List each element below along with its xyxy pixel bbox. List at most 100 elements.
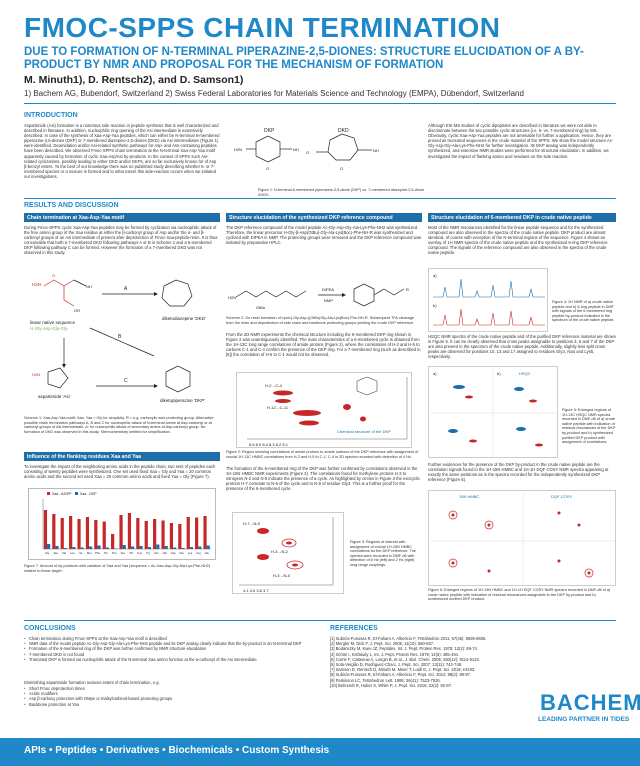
x-tick-label: Trp [104, 551, 109, 555]
chart-bar [144, 521, 148, 549]
svg-text:DIPEA: DIPEA [322, 287, 334, 292]
svg-text:4.1 4.0 3.8 3.7: 4.1 4.0 3.8 3.7 [243, 588, 269, 593]
intro-left-text: Aspartimide (Asi) formation is a notorio… [24, 123, 220, 179]
affiliations: 1) Bachem AG, Bubendorf, Switzerland 2) … [24, 89, 524, 98]
x-tick-label: His [205, 551, 210, 555]
chart-bar [119, 515, 123, 549]
x-tick-label: Cys [137, 551, 142, 555]
svg-text:OR: OR [74, 308, 80, 313]
list-item: Asp β-carboxy protection with OMpe or tr… [24, 696, 314, 701]
figure-6-caption: Figure 6: Enlarged regions of 1H-15N HMB… [428, 588, 611, 600]
figure-3-hmbc: H-7→N-5 H-3→N-2 H-3→N-5 4.1 4.0 3.8 3.7 [232, 512, 344, 594]
section-introduction: INTRODUCTION [24, 112, 78, 119]
svg-text:H2N: H2N [228, 295, 236, 300]
list-item: Formation of the 6-membered ring of the … [24, 646, 314, 651]
chart-bar [52, 514, 56, 549]
divider [24, 198, 616, 199]
list-item: Acidic modifiers [24, 691, 314, 696]
authors: M. Minuth1), D. Rentsch2), and D. Samson… [24, 74, 244, 86]
svg-text:R: R [406, 287, 409, 292]
section-references: REFERENCES [330, 625, 378, 632]
legend-swatch [47, 492, 50, 495]
chart-bar [72, 547, 76, 549]
x-tick-label: Asp [171, 551, 176, 555]
svg-text:NMP: NMP [324, 298, 333, 303]
reference-item: [2] Mergler M, Dick F, J. Pept. Sci. 200… [330, 641, 435, 647]
svg-text:O: O [340, 166, 343, 171]
scheme-1-caption: Scheme 1: Xaa-Asp-Yaa motif: Xaa, Yaa = … [24, 416, 214, 434]
list-item: NMR data of the model peptide Ac-Gly-Asp… [24, 641, 314, 646]
chart-bar [43, 510, 48, 549]
chart-bar [77, 519, 81, 549]
list-item: Backbone protection at Yaa [24, 702, 314, 707]
chart-bar [164, 546, 168, 549]
chart-bar [85, 517, 90, 549]
scheme-2-caption: Scheme 2: On-resin formation of cyclo(-G… [226, 316, 415, 325]
svg-text:O: O [306, 150, 309, 155]
box-header-crude-peptide: Structure elucidation of 6-membered DKP … [428, 213, 616, 222]
col2-text: The DKP reference compound of the model … [226, 225, 422, 246]
x-tick-label: Asn [154, 551, 159, 555]
reference-item: [3] Bodanszky M, Kwei JZ, Peptides, Int.… [330, 646, 478, 652]
figure-2-caption: Figure 2: Region showing correlations of… [226, 450, 419, 459]
chart-bar [178, 524, 182, 549]
svg-text:DQF-COSY: DQF-COSY [551, 494, 572, 499]
box-header-chain-termination: Chain termination at Xaa-Asp-Yaa motif [24, 213, 220, 222]
svg-text:HSQC: HSQC [519, 371, 531, 376]
chart-bar [69, 516, 73, 549]
box-header-flanking-residues: Influence of the flanking residues Xaa a… [24, 452, 220, 461]
divider [24, 620, 616, 621]
x-tick-label: Thr [129, 551, 133, 555]
x-tick-label: Arg [196, 551, 201, 555]
svg-text:NH: NH [86, 284, 92, 289]
x-tick-label: Tyr [146, 551, 150, 555]
figure-1-caption: Figure 1: N-terminal 6-membered piperazi… [258, 188, 425, 196]
legend-label: Xaa - AS/PP [52, 492, 72, 496]
svg-text:OtBu: OtBu [256, 305, 265, 310]
reference-item: [7] Samson D, Rentsch D, Minuth M, Meier… [330, 667, 476, 673]
chart-bar [94, 520, 98, 549]
chart-bar [127, 513, 132, 549]
chart-bar [102, 521, 106, 549]
scheme-2: H2N OtBu DIPEA NMP R [226, 275, 422, 315]
svg-text:H-3→N-2: H-3→N-2 [271, 549, 289, 554]
reference-item: [4] Schön I, Kisfaludy L, Int. J. Pept. … [330, 651, 460, 657]
chart-bar [153, 519, 157, 549]
figure-1: DKP DKD NH H2N NH O O O [226, 120, 422, 186]
chart-bar [89, 546, 93, 549]
list-item: Truncated DKP is formed via nucleophilic… [24, 657, 314, 662]
chart-bar [169, 523, 174, 549]
reference-item: [1] Subirós-Funosas R, El-Faham A, Alber… [330, 636, 487, 641]
svg-text:diketodiazepine 'DKD': diketodiazepine 'DKD' [162, 316, 206, 321]
col2-text3: The formation of the 6-membered ring of … [226, 466, 421, 492]
x-tick-label: Ser [121, 551, 125, 555]
col1-text2: To investigate the impact of the neighbo… [24, 464, 216, 480]
figure-7-caption: Figure 7: Amount of by-products with var… [24, 564, 211, 573]
intro-right-text: Although ESI-MS studies of cyclic dipept… [428, 123, 614, 159]
chart-bar [105, 547, 110, 549]
chart-bar [60, 518, 64, 549]
scheme-1: H2N O OR NH linear native sequence H-Gly… [24, 268, 220, 414]
svg-text:a): a) [433, 371, 437, 376]
x-tick-label: Glu [179, 551, 184, 555]
svg-text:H2N: H2N [32, 282, 41, 287]
list-item: Short Fmoc deprotection times [24, 686, 314, 691]
svg-text:8.6 8.5 8.4 8.3 8.2: 8.6 8.5 8.4 8.3 8.2 8.1 [249, 442, 289, 447]
chart-bar [173, 547, 177, 549]
svg-text:H-Gly-Asp-Gly-Gly-: H-Gly-Asp-Gly-Gly- [30, 326, 69, 331]
references-list: [1] Subirós-Funosas R, El-Faham A, Alber… [330, 636, 560, 688]
figure-2-nmr: H-2→C-4 H-12→C-11 Chemical structure of … [236, 372, 412, 448]
svg-text:A: A [124, 286, 128, 292]
chart-bar [97, 545, 101, 549]
footer-bar [0, 738, 640, 766]
chart-bar [181, 548, 185, 549]
chart-bar [206, 545, 210, 549]
figure-6-hmbc-cosy: 15N HMBC DQF-COSY [428, 490, 616, 586]
figure-4-caption: Figure 4: 1H NMR of a) crude native pept… [552, 300, 615, 323]
chart-bar [114, 548, 118, 549]
chart-bar [161, 520, 165, 549]
chart-bar [189, 547, 194, 549]
svg-text:b): b) [497, 371, 501, 376]
col3-text: Most of the NMR resonances identified fo… [428, 225, 608, 256]
svg-text:O: O [266, 166, 269, 171]
